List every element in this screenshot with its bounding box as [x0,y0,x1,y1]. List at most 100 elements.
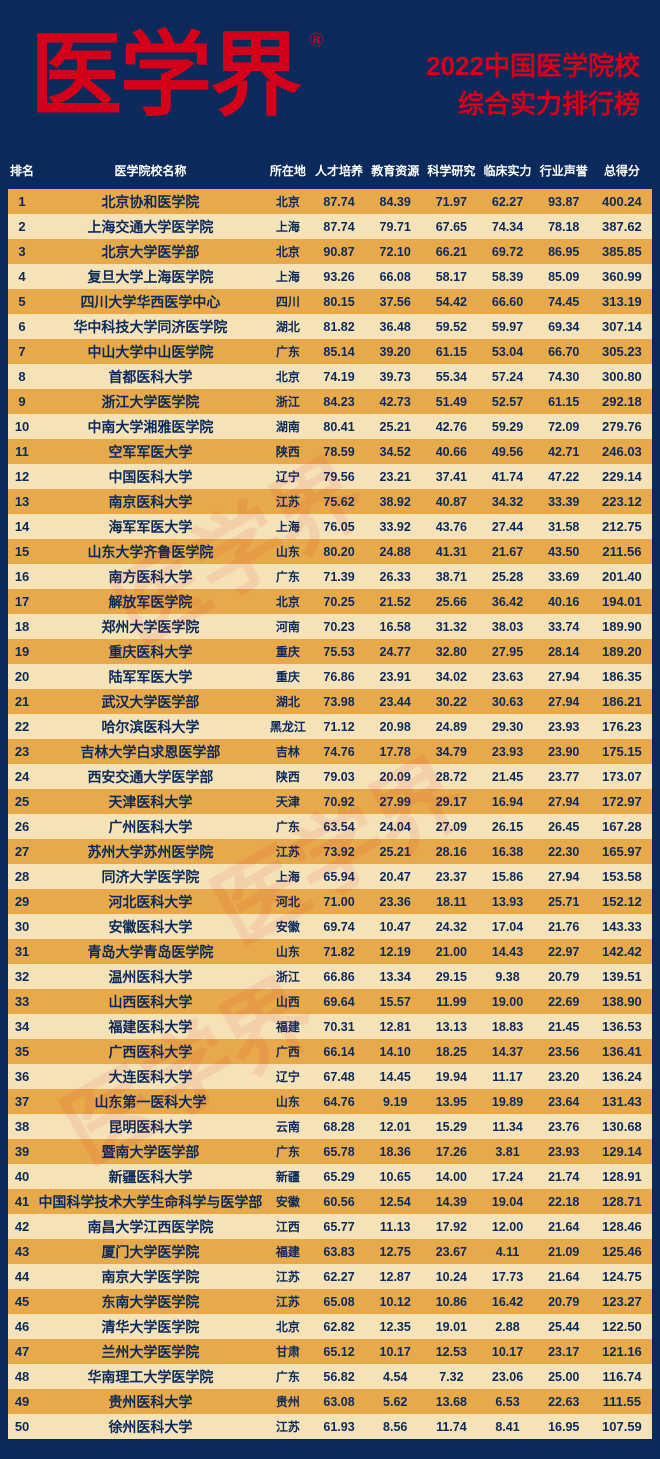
cell: 22.97 [536,939,592,964]
cell: 24.88 [367,539,423,564]
cell: 31.58 [536,514,592,539]
cell: 139.51 [592,964,652,989]
cell: 143.33 [592,914,652,939]
cell: 26.45 [536,814,592,839]
cell: 79.56 [311,464,367,489]
cell: 13.13 [423,1014,479,1039]
cell: 27.99 [367,789,423,814]
cell: 12.75 [367,1239,423,1264]
logo-text: 医学界 [30,25,300,127]
cell: 28.16 [423,839,479,864]
cell: 21 [8,689,36,714]
cell: 22 [8,714,36,739]
cell: 15 [8,539,36,564]
cell: 23.20 [536,1064,592,1089]
cell: 23.06 [479,1364,535,1389]
cell: 23.64 [536,1089,592,1114]
table-row: 39暨南大学医学部广东65.7818.3617.263.8123.93129.1… [8,1139,652,1164]
cell: 17.24 [479,1164,535,1189]
table-row: 41中国科学技术大学生命科学与医学部安徽60.5612.5414.3919.04… [8,1189,652,1214]
col-reputation: 行业声誉 [536,152,592,189]
cell: 38.71 [423,564,479,589]
cell: 上海 [265,514,311,539]
cell: 浙江 [265,389,311,414]
table-row: 33山西医科大学山西69.6415.5711.9919.0022.69138.9… [8,989,652,1014]
table-row: 44南京大学医学院江苏62.2712.8710.2417.7321.64124.… [8,1264,652,1289]
cell: 93.87 [536,189,592,214]
cell: 68.28 [311,1114,367,1139]
cell: 173.07 [592,764,652,789]
cell: 11.34 [479,1114,535,1139]
cell: 75.62 [311,489,367,514]
cell: 河北 [265,889,311,914]
cell: 87.74 [311,189,367,214]
table-row: 21武汉大学医学部湖北73.9823.4430.2230.6327.94186.… [8,689,652,714]
cell: 黑龙江 [265,714,311,739]
cell: 北京大学医学部 [36,239,265,264]
table-row: 12中国医科大学辽宁79.5623.2137.4141.7447.22229.1… [8,464,652,489]
cell: 27.94 [536,664,592,689]
cell: 62.27 [311,1264,367,1289]
cell: 山东 [265,1089,311,1114]
cell: 61.93 [311,1414,367,1439]
cell: 20.09 [367,764,423,789]
cell: 23.63 [479,664,535,689]
cell: 167.28 [592,814,652,839]
cell: 13.95 [423,1089,479,1114]
cell: 116.74 [592,1364,652,1389]
cell: 10.17 [367,1339,423,1364]
table-row: 17解放军医学院北京70.2521.5225.6636.4240.16194.0… [8,589,652,614]
cell: 85.14 [311,339,367,364]
cell: 16.58 [367,614,423,639]
cell: 4 [8,264,36,289]
cell: 11.17 [479,1064,535,1089]
cell: 21.00 [423,939,479,964]
cell: 307.14 [592,314,652,339]
table-row: 16南方医科大学广东71.3926.3338.7125.2833.69201.4… [8,564,652,589]
col-total: 总得分 [592,152,652,189]
cell: 5.62 [367,1389,423,1414]
table-row: 43厦门大学医学院福建63.8312.7523.674.1121.09125.4… [8,1239,652,1264]
cell: 29.30 [479,714,535,739]
cell: 新疆医科大学 [36,1164,265,1189]
col-clinical: 临床实力 [479,152,535,189]
cell: 85.09 [536,264,592,289]
cell: 22.69 [536,989,592,1014]
cell: 30.63 [479,689,535,714]
cell: 25.44 [536,1314,592,1339]
table-row: 22哈尔滨医科大学黑龙江71.1220.9824.8929.3023.93176… [8,714,652,739]
cell: 71.12 [311,714,367,739]
cell: 南昌大学江西医学院 [36,1214,265,1239]
col-edu: 教育资源 [367,152,423,189]
cell: 23.76 [536,1114,592,1139]
cell: 15.86 [479,864,535,889]
cell: 辽宁 [265,464,311,489]
cell: 9.19 [367,1089,423,1114]
cell: 4.54 [367,1364,423,1389]
cell: 35 [8,1039,36,1064]
cell: 58.39 [479,264,535,289]
table-row: 35广西医科大学广西66.1414.1018.2514.3723.56136.4… [8,1039,652,1064]
cell: 80.15 [311,289,367,314]
cell: 67.65 [423,214,479,239]
cell: 8 [8,364,36,389]
cell: 194.01 [592,589,652,614]
cell: 25 [8,789,36,814]
cell: 18.25 [423,1039,479,1064]
cell: 24.77 [367,639,423,664]
cell: 79.03 [311,764,367,789]
cell: 136.41 [592,1039,652,1064]
cell: 57.24 [479,364,535,389]
cell: 53.04 [479,339,535,364]
cell: 7.32 [423,1364,479,1389]
cell: 400.24 [592,189,652,214]
cell: 39.20 [367,339,423,364]
cell: 33.74 [536,614,592,639]
table-header: 排名 医学院校名称 所在地 人才培养 教育资源 科学研究 临床实力 行业声誉 总… [8,152,652,189]
cell: 70.25 [311,589,367,614]
trademark-icon: ® [309,30,322,50]
table-row: 47兰州大学医学院甘肃65.1210.1712.5310.1723.17121.… [8,1339,652,1364]
cell: 11 [8,439,36,464]
cell: 山西 [265,989,311,1014]
cell: 38.03 [479,614,535,639]
